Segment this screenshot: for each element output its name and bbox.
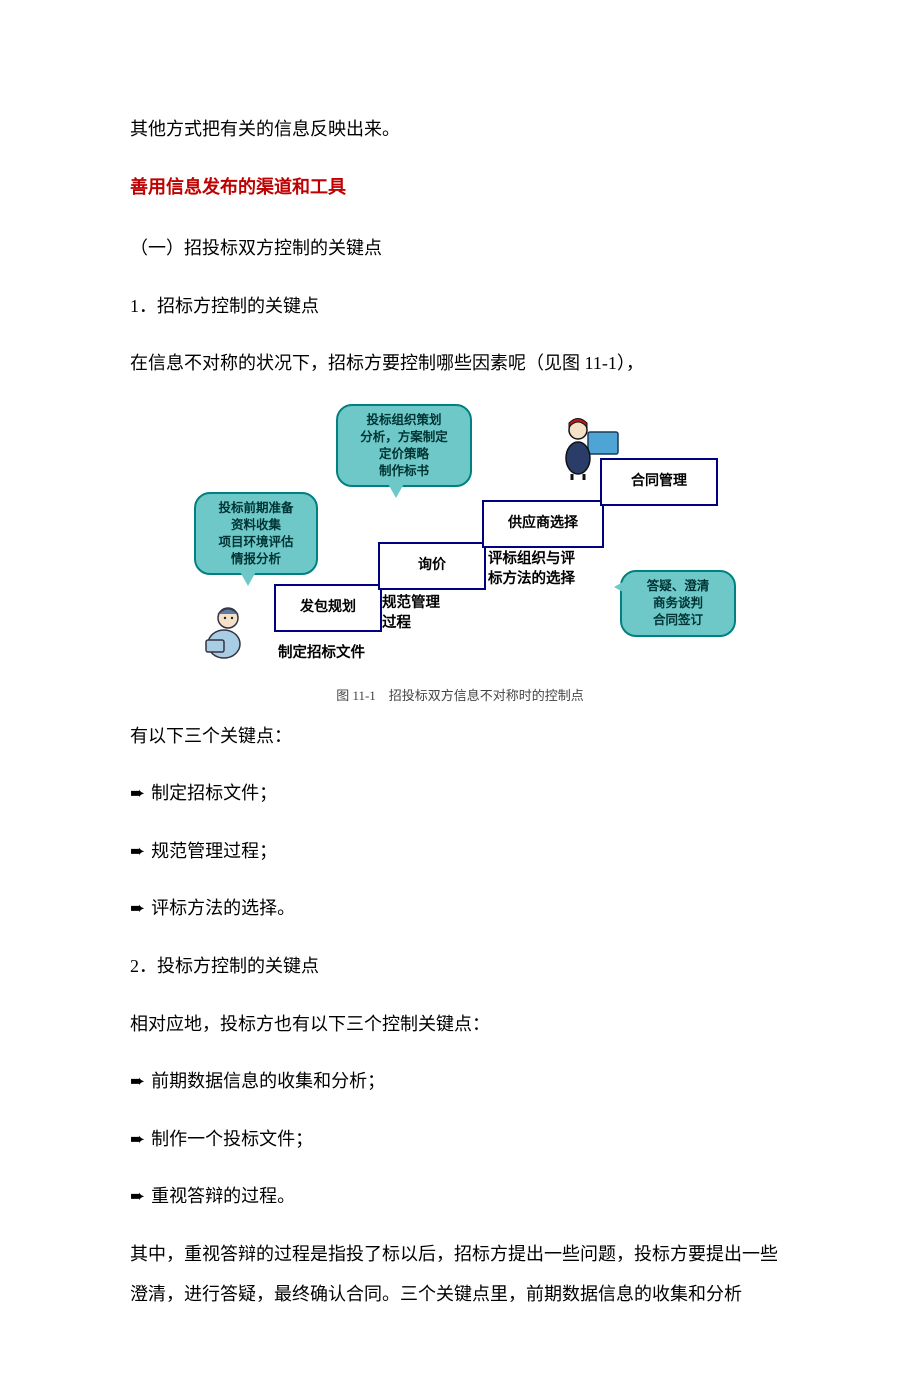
bullet-item-a: ➨ 评标方法的选择。 <box>130 889 790 929</box>
callout-bubble: 投标前期准备资料收集项目环境评估情报分析 <box>194 492 318 576</box>
arrow-icon: ➨ <box>130 1177 145 1217</box>
paragraph-2: 相对应地，投标方也有以下三个控制关键点： <box>130 1005 790 1045</box>
section-title: 善用信息发布的渠道和工具 <box>130 168 790 208</box>
arrow-icon: ➨ <box>130 1120 145 1160</box>
callout-bubble: 投标组织策划分析，方案制定定价策略制作标书 <box>336 404 472 488</box>
bullet-text: 规范管理过程； <box>151 841 277 861</box>
arrow-icon: ➨ <box>130 832 145 872</box>
heading-1: 1．招标方控制的关键点 <box>130 287 790 327</box>
intro-paragraph: 其他方式把有关的信息反映出来。 <box>130 110 790 150</box>
step-annotation: 评标组织与评标方法的选择 <box>488 550 575 589</box>
callout-bubble: 答疑、澄清商务谈判合同签订 <box>620 570 736 637</box>
subsection-1: （一）招投标双方控制的关键点 <box>130 229 790 269</box>
step-annotation: 制定招标文件 <box>278 644 365 664</box>
bullet-item-b: ➨ 前期数据信息的收集和分析； <box>130 1062 790 1102</box>
arrow-icon: ➨ <box>130 1062 145 1102</box>
step-box: 询价 <box>378 542 486 590</box>
paragraph-1: 在信息不对称的状况下，招标方要控制哪些因素呢（见图 11-1）， <box>130 344 790 384</box>
bullet-text: 前期数据信息的收集和分析； <box>151 1071 385 1091</box>
step-box: 供应商选择 <box>482 500 604 548</box>
bullet-text: 评标方法的选择。 <box>151 898 295 918</box>
bullet-text: 重视答辩的过程。 <box>151 1186 295 1206</box>
heading-2: 2．投标方控制的关键点 <box>130 947 790 987</box>
step-annotation: 规范管理过程 <box>382 594 440 633</box>
cartoon-person-left-icon <box>202 598 258 662</box>
callout-tail <box>239 570 257 586</box>
callout-tail <box>387 482 405 498</box>
arrow-icon: ➨ <box>130 889 145 929</box>
bullet-item-b: ➨ 重视答辩的过程。 <box>130 1177 790 1217</box>
bullet-item-b: ➨ 制作一个投标文件； <box>130 1120 790 1160</box>
cartoon-person-right-icon <box>562 414 618 478</box>
arrow-icon: ➨ <box>130 774 145 814</box>
callout-tail <box>614 578 630 596</box>
step-box: 发包规划 <box>274 584 382 632</box>
after-figure-line: 有以下三个关键点： <box>130 717 790 757</box>
paragraph-3: 其中，重视答辩的过程是指投了标以后，招标方提出一些问题，投标方要提出一些澄清，进… <box>130 1235 790 1314</box>
bullet-text: 制作一个投标文件； <box>151 1129 313 1149</box>
figure-11-1: 发包规划询价供应商选择合同管理投标前期准备资料收集项目环境评估情报分析投标组织策… <box>180 402 740 711</box>
bullet-text: 制定招标文件； <box>151 783 277 803</box>
bullet-item-a: ➨ 制定招标文件； <box>130 774 790 814</box>
figure-caption: 图 11-1 招投标双方信息不对称时的控制点 <box>180 682 740 711</box>
bullet-item-a: ➨ 规范管理过程； <box>130 832 790 872</box>
